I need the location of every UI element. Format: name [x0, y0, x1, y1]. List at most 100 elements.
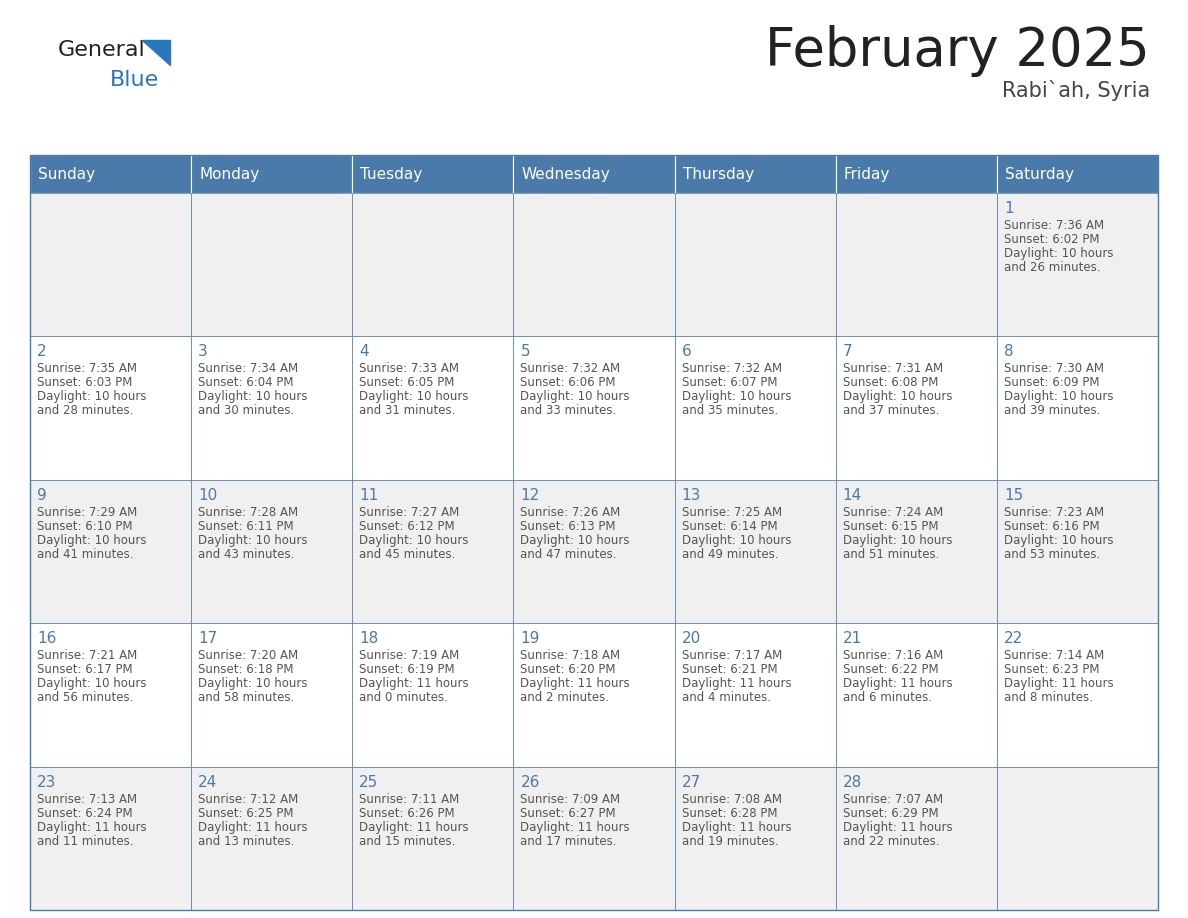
Bar: [30, 193, 191, 336]
Text: Sunrise: 7:33 AM: Sunrise: 7:33 AM: [359, 363, 460, 375]
Text: Daylight: 10 hours: Daylight: 10 hours: [198, 677, 308, 690]
Text: Daylight: 11 hours: Daylight: 11 hours: [682, 821, 791, 834]
Bar: [835, 336, 997, 480]
Text: and 13 minutes.: and 13 minutes.: [198, 834, 295, 847]
Text: and 43 minutes.: and 43 minutes.: [198, 548, 295, 561]
Text: Rabi`ah, Syria: Rabi`ah, Syria: [1001, 80, 1150, 101]
Text: 14: 14: [842, 487, 862, 503]
Text: and 58 minutes.: and 58 minutes.: [198, 691, 295, 704]
Text: and 11 minutes.: and 11 minutes.: [37, 834, 133, 847]
Bar: [675, 623, 835, 767]
Text: 22: 22: [1004, 632, 1023, 646]
Text: Sunset: 6:02 PM: Sunset: 6:02 PM: [1004, 233, 1099, 246]
Text: 8: 8: [1004, 344, 1013, 360]
Text: Sunrise: 7:14 AM: Sunrise: 7:14 AM: [1004, 649, 1104, 662]
Text: General: General: [58, 40, 146, 60]
Text: 11: 11: [359, 487, 379, 503]
Text: 24: 24: [198, 775, 217, 789]
Bar: [675, 767, 835, 910]
Text: Sunset: 6:14 PM: Sunset: 6:14 PM: [682, 520, 777, 532]
Text: and 2 minutes.: and 2 minutes.: [520, 691, 609, 704]
Text: and 28 minutes.: and 28 minutes.: [37, 405, 133, 418]
Text: 5: 5: [520, 344, 530, 360]
Text: 18: 18: [359, 632, 379, 646]
Text: Sunrise: 7:21 AM: Sunrise: 7:21 AM: [37, 649, 138, 662]
Text: Sunset: 6:16 PM: Sunset: 6:16 PM: [1004, 520, 1099, 532]
Polygon shape: [143, 40, 170, 65]
Text: and 8 minutes.: and 8 minutes.: [1004, 691, 1093, 704]
Text: Sunrise: 7:31 AM: Sunrise: 7:31 AM: [842, 363, 943, 375]
Text: Sunset: 6:05 PM: Sunset: 6:05 PM: [359, 376, 455, 389]
Text: Sunset: 6:11 PM: Sunset: 6:11 PM: [198, 520, 293, 532]
Text: Sunrise: 7:34 AM: Sunrise: 7:34 AM: [198, 363, 298, 375]
Bar: [353, 155, 513, 193]
Text: and 0 minutes.: and 0 minutes.: [359, 691, 448, 704]
Text: Sunrise: 7:32 AM: Sunrise: 7:32 AM: [682, 363, 782, 375]
Text: and 37 minutes.: and 37 minutes.: [842, 405, 939, 418]
Text: Daylight: 11 hours: Daylight: 11 hours: [842, 677, 953, 690]
Text: and 49 minutes.: and 49 minutes.: [682, 548, 778, 561]
Text: Daylight: 10 hours: Daylight: 10 hours: [198, 390, 308, 403]
Text: 15: 15: [1004, 487, 1023, 503]
Text: Daylight: 10 hours: Daylight: 10 hours: [520, 533, 630, 547]
Bar: [835, 767, 997, 910]
Text: Sunrise: 7:11 AM: Sunrise: 7:11 AM: [359, 792, 460, 806]
Text: Sunset: 6:20 PM: Sunset: 6:20 PM: [520, 663, 615, 677]
Text: Daylight: 10 hours: Daylight: 10 hours: [37, 533, 146, 547]
Text: Daylight: 11 hours: Daylight: 11 hours: [1004, 677, 1113, 690]
Text: Daylight: 11 hours: Daylight: 11 hours: [198, 821, 308, 834]
Text: Sunrise: 7:17 AM: Sunrise: 7:17 AM: [682, 649, 782, 662]
Bar: [353, 623, 513, 767]
Text: Sunrise: 7:13 AM: Sunrise: 7:13 AM: [37, 792, 137, 806]
Bar: [997, 623, 1158, 767]
Text: Blue: Blue: [110, 70, 159, 90]
Text: and 19 minutes.: and 19 minutes.: [682, 834, 778, 847]
Text: Sunset: 6:29 PM: Sunset: 6:29 PM: [842, 807, 939, 820]
Text: 21: 21: [842, 632, 862, 646]
Bar: [30, 155, 1158, 910]
Text: 17: 17: [198, 632, 217, 646]
Text: Daylight: 10 hours: Daylight: 10 hours: [1004, 247, 1113, 260]
Bar: [997, 193, 1158, 336]
Text: Sunrise: 7:35 AM: Sunrise: 7:35 AM: [37, 363, 137, 375]
Text: Sunrise: 7:26 AM: Sunrise: 7:26 AM: [520, 506, 620, 519]
Bar: [191, 767, 353, 910]
Text: 2: 2: [37, 344, 46, 360]
Text: 27: 27: [682, 775, 701, 789]
Text: Sunrise: 7:30 AM: Sunrise: 7:30 AM: [1004, 363, 1104, 375]
Text: Daylight: 11 hours: Daylight: 11 hours: [359, 821, 469, 834]
Text: and 17 minutes.: and 17 minutes.: [520, 834, 617, 847]
Text: Sunset: 6:03 PM: Sunset: 6:03 PM: [37, 376, 132, 389]
Text: Daylight: 10 hours: Daylight: 10 hours: [842, 390, 953, 403]
Text: and 30 minutes.: and 30 minutes.: [198, 405, 295, 418]
Text: and 45 minutes.: and 45 minutes.: [359, 548, 456, 561]
Text: Sunset: 6:06 PM: Sunset: 6:06 PM: [520, 376, 615, 389]
Text: and 56 minutes.: and 56 minutes.: [37, 691, 133, 704]
Text: 1: 1: [1004, 201, 1013, 216]
Text: Monday: Monday: [200, 166, 259, 182]
Bar: [513, 480, 675, 623]
Text: Daylight: 10 hours: Daylight: 10 hours: [359, 390, 469, 403]
Bar: [191, 623, 353, 767]
Text: 23: 23: [37, 775, 56, 789]
Bar: [30, 336, 191, 480]
Text: Sunset: 6:28 PM: Sunset: 6:28 PM: [682, 807, 777, 820]
Text: 10: 10: [198, 487, 217, 503]
Text: Daylight: 10 hours: Daylight: 10 hours: [37, 390, 146, 403]
Bar: [191, 193, 353, 336]
Text: Sunrise: 7:25 AM: Sunrise: 7:25 AM: [682, 506, 782, 519]
Text: Daylight: 11 hours: Daylight: 11 hours: [682, 677, 791, 690]
Text: Thursday: Thursday: [683, 166, 753, 182]
Bar: [675, 155, 835, 193]
Text: Daylight: 11 hours: Daylight: 11 hours: [520, 677, 630, 690]
Text: Sunset: 6:17 PM: Sunset: 6:17 PM: [37, 663, 133, 677]
Text: 19: 19: [520, 632, 539, 646]
Text: Sunset: 6:10 PM: Sunset: 6:10 PM: [37, 520, 133, 532]
Bar: [835, 193, 997, 336]
Text: 16: 16: [37, 632, 56, 646]
Bar: [513, 767, 675, 910]
Text: Sunrise: 7:09 AM: Sunrise: 7:09 AM: [520, 792, 620, 806]
Text: Daylight: 11 hours: Daylight: 11 hours: [842, 821, 953, 834]
Text: Tuesday: Tuesday: [360, 166, 423, 182]
Bar: [835, 623, 997, 767]
